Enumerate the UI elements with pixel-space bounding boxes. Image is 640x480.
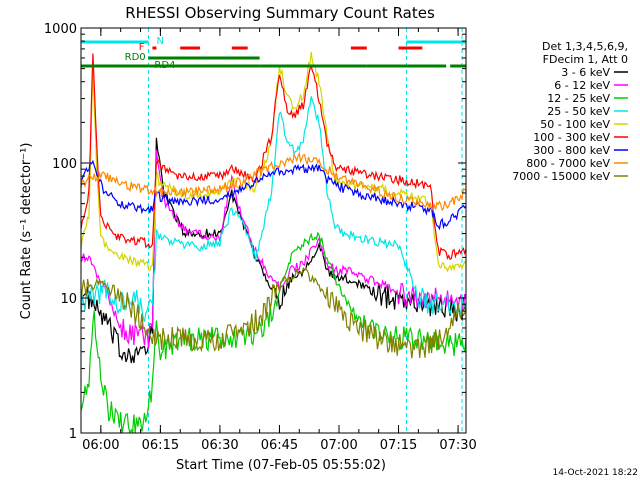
x-tick-label: 06:15 — [142, 438, 179, 453]
plot-frame — [80, 27, 467, 434]
y-axis-label: Count Rate (s⁻¹ detector⁻¹) — [19, 143, 34, 320]
y-tick-label: 100 — [52, 157, 77, 172]
legend-header-line: Det 1,3,4,5,6,9, — [542, 40, 628, 53]
series-line-6-12-kev — [81, 150, 466, 350]
legend-label: 100 - 300 keV — [533, 131, 610, 144]
flag-label-f: F — [139, 42, 145, 53]
legend-label: 12 - 25 keV — [547, 92, 610, 105]
series-line-3-6-kev — [81, 137, 466, 364]
legend-label: 800 - 7000 keV — [526, 157, 610, 170]
flag-label-rd4: RD4 — [154, 60, 175, 71]
legend-label: 3 - 6 keV — [561, 66, 610, 79]
legend-label: 7000 - 15000 keV — [512, 170, 610, 183]
legend-label: 25 - 50 keV — [547, 105, 610, 118]
footer-date: 14-Oct-2021 18:22 — [553, 468, 638, 478]
y-tick-label: 1 — [69, 427, 77, 442]
x-tick-label: 07:00 — [320, 438, 357, 453]
legend-label: 50 - 100 keV — [540, 118, 610, 131]
legend-header-line: FDecim 1, Att 0 — [543, 53, 628, 66]
series-line-7000-15000-kev — [81, 266, 466, 359]
legend-label: 6 - 12 keV — [554, 79, 610, 92]
flag-label-rd0: RD0 — [125, 52, 146, 63]
legend-label: 300 - 800 keV — [533, 144, 610, 157]
y-tick-label: 1000 — [44, 22, 77, 37]
flag-label-n: N — [156, 36, 163, 47]
x-axis-label: Start Time (07-Feb-05 05:55:02) — [176, 458, 386, 473]
x-tick-label: 06:00 — [82, 438, 119, 453]
series-line-100-300-kev — [81, 53, 466, 261]
chart-title: RHESSI Observing Summary Count Rates — [125, 4, 435, 22]
x-tick-label: 06:45 — [261, 438, 298, 453]
x-tick-label: 07:15 — [380, 438, 417, 453]
series-line-300-800-kev — [81, 159, 466, 231]
x-tick-label: 07:30 — [439, 438, 476, 453]
y-tick-label: 10 — [60, 292, 77, 307]
x-tick-label: 06:30 — [201, 438, 238, 453]
series-line-800-7000-kev — [81, 151, 466, 212]
